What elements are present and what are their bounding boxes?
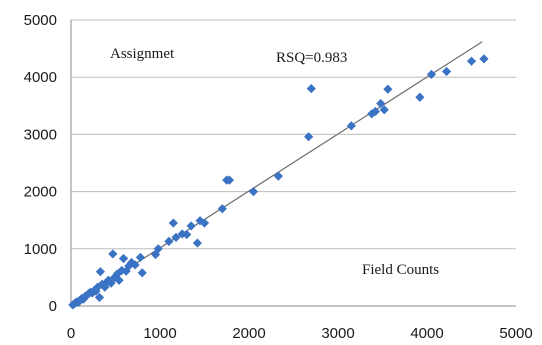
data-point	[186, 221, 196, 231]
data-point	[379, 105, 389, 115]
x-tick-label: 3000	[321, 325, 354, 342]
rsq-label: RSQ=0.983	[276, 50, 347, 66]
y-tick-label: 2000	[24, 184, 57, 201]
y-tick-label: 5000	[24, 12, 57, 29]
axes	[70, 20, 516, 307]
data-point	[383, 84, 393, 94]
data-point	[112, 269, 122, 279]
tick-labels: 0 1000 2000 3000 4000 5000 0 1000 2000 3000 4000 50…	[24, 12, 533, 342]
data-point	[137, 268, 147, 278]
data-point	[171, 232, 181, 242]
y-tick-label: 0	[49, 298, 57, 315]
data-point	[306, 84, 316, 94]
x-tick-label: 4000	[410, 325, 443, 342]
data-point	[248, 187, 259, 197]
data-point	[415, 92, 425, 102]
assignment-label: Assignmet	[110, 46, 175, 62]
data-points	[68, 54, 489, 310]
data-point	[108, 249, 118, 259]
x-tick-label: 0	[67, 325, 75, 342]
data-point	[376, 98, 386, 109]
y-tick-label: 1000	[24, 241, 57, 258]
data-point	[217, 204, 227, 214]
data-point	[93, 282, 103, 292]
data-point	[91, 286, 101, 296]
data-point	[110, 272, 120, 282]
data-point	[441, 66, 452, 77]
data-point	[426, 69, 437, 79]
data-point	[182, 229, 192, 240]
data-point	[97, 279, 107, 289]
x-tick-label: 1000	[143, 325, 176, 342]
data-point	[121, 266, 131, 276]
data-point	[199, 218, 210, 228]
data-point	[100, 282, 110, 292]
data-point	[168, 218, 178, 228]
data-point	[479, 54, 489, 64]
data-point	[135, 252, 146, 262]
data-point	[192, 238, 202, 248]
data-point	[164, 236, 174, 246]
data-point	[106, 278, 116, 288]
data-point	[346, 121, 356, 131]
data-point	[130, 260, 140, 270]
grid-lines	[71, 19, 516, 250]
data-point	[94, 292, 105, 303]
data-point	[224, 175, 235, 185]
data-point	[466, 56, 477, 66]
field-counts-label: Field Counts	[362, 262, 439, 278]
data-point	[370, 106, 380, 117]
y-tick-label: 4000	[24, 69, 57, 86]
data-point	[118, 253, 129, 264]
data-point	[124, 261, 134, 271]
data-point	[153, 244, 163, 254]
data-point	[114, 275, 124, 285]
y-tick-label: 3000	[24, 126, 57, 143]
data-point	[95, 267, 105, 277]
x-tick-label: 2000	[232, 325, 265, 342]
x-tick-label: 5000	[499, 325, 532, 342]
data-point	[304, 132, 314, 142]
data-point	[273, 171, 283, 181]
